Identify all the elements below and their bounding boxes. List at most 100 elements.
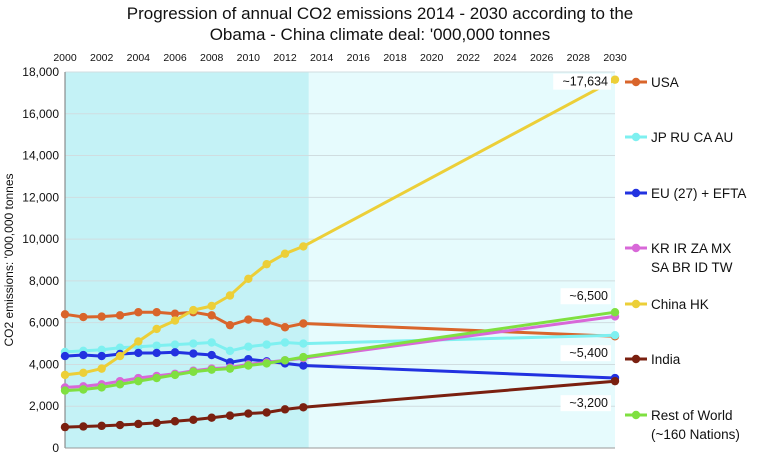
data-point [170, 340, 180, 349]
data-point [60, 351, 70, 361]
data-point [189, 339, 198, 348]
data-point [170, 370, 180, 380]
data-point [79, 350, 88, 360]
legend-marker [631, 410, 641, 420]
data-point [115, 420, 125, 430]
legend-item-usa: USA [625, 75, 679, 90]
data-point [299, 352, 308, 362]
y-tick-label: 16,000 [22, 107, 59, 121]
annotation: ~5,400 [560, 345, 611, 362]
data-point [97, 312, 106, 321]
data-point [207, 301, 216, 311]
data-point [152, 324, 161, 334]
data-point [610, 331, 620, 340]
annotation-label: ~3,200 [569, 396, 608, 410]
legend-marker [631, 299, 641, 309]
y-tick-label: 6,000 [29, 316, 59, 330]
legend: USA JP RU CA AU EU (27) + EFTA KR IR ZA MX S… [625, 75, 746, 442]
legend-label: Rest of World [651, 408, 733, 423]
data-point [280, 356, 290, 365]
x-tick-label: 2020 [420, 52, 444, 64]
legend-marker [631, 77, 641, 87]
data-point [189, 367, 198, 376]
data-point [610, 308, 620, 317]
data-point [244, 315, 253, 324]
annotation-background [560, 345, 611, 362]
x-tick-label: 2008 [200, 52, 224, 64]
data-point [79, 312, 88, 322]
legend-label: China HK [651, 297, 709, 312]
data-point [60, 370, 70, 380]
data-point [97, 364, 106, 373]
data-point [299, 319, 308, 328]
data-point [97, 351, 106, 361]
plot-area: 0 2,000 4,000 6,000 8,000 10,000 12,000 14,000 1… [22, 52, 627, 455]
x-tick-label: 2002 [90, 52, 114, 64]
x-tick-label: 2000 [53, 52, 77, 64]
annotation: ~3,200 [560, 395, 611, 412]
data-point [225, 346, 235, 356]
legend-label: USA [651, 75, 679, 90]
legend-item-kr-ir-za-mx-sa-br-id-tw: KR IR ZA MX SA BR ID TW [625, 241, 733, 275]
y-axis-label: CO2 emissions: '000,000 tonnes [2, 173, 16, 346]
data-point [134, 348, 143, 358]
data-point [299, 361, 308, 370]
y-tick-label: 14,000 [22, 149, 59, 163]
data-point [97, 383, 106, 392]
legend-label: India [651, 352, 681, 367]
x-tick-label: 2004 [127, 52, 151, 64]
x-tick-label: 2016 [347, 52, 371, 64]
data-point [299, 339, 308, 348]
legend-label: JP RU CA AU [651, 130, 733, 145]
legend-item-rest-of-world: Rest of World (~160 Nations) [625, 408, 740, 442]
data-point [207, 350, 216, 360]
data-point [225, 291, 235, 300]
data-point [262, 340, 271, 349]
data-point [170, 348, 180, 357]
y-tick-label: 2,000 [29, 399, 59, 413]
y-tick-label: 10,000 [22, 232, 59, 246]
annotation: ~17,634 [553, 73, 611, 90]
annotation: ~6,500 [560, 288, 611, 305]
legend-marker [631, 243, 641, 253]
data-point [60, 310, 70, 319]
data-point [170, 316, 180, 325]
data-point [262, 259, 271, 269]
y-tick-label: 18,000 [22, 65, 59, 79]
data-point [225, 320, 235, 330]
y-tick-label: 4,000 [29, 357, 59, 371]
data-point [189, 415, 198, 424]
data-point [134, 419, 143, 429]
data-point [170, 417, 180, 426]
legend-item-china-hk: China HK [625, 297, 709, 312]
data-point [115, 380, 125, 389]
data-point [280, 249, 290, 258]
data-point [152, 348, 161, 358]
data-point [79, 422, 88, 431]
data-point [152, 308, 161, 317]
x-tick-label: 2022 [457, 52, 481, 64]
x-tick-label: 2014 [310, 52, 334, 64]
data-point [189, 349, 198, 358]
legend-marker [631, 354, 641, 364]
series-india [60, 376, 620, 432]
x-tick-label: 2010 [237, 52, 261, 64]
data-point [189, 305, 198, 315]
legend-item-india: India [625, 352, 681, 367]
data-point [152, 373, 161, 383]
legend-item-jp-ru-ca-au: JP RU CA AU [625, 130, 733, 145]
data-point [225, 364, 235, 373]
data-point [262, 359, 271, 368]
data-point [115, 351, 125, 361]
legend-item-eu-27-efta: EU (27) + EFTA [625, 186, 746, 201]
data-point [97, 345, 106, 355]
data-point [60, 422, 70, 432]
data-point [152, 341, 161, 350]
data-point [262, 408, 271, 417]
data-point [299, 242, 308, 251]
legend-marker [631, 188, 641, 198]
data-point [280, 338, 290, 347]
y-tick-label: 0 [52, 441, 59, 455]
y-tick-label: 8,000 [29, 274, 59, 288]
